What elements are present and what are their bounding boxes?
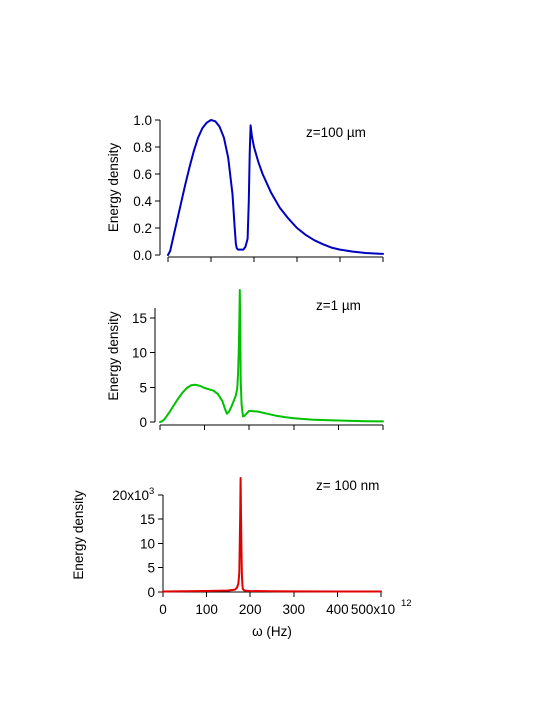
panel-annotation: z=100 µm <box>306 125 366 140</box>
y-tick-label: 0 <box>147 585 155 600</box>
y-axis-label: Energy density <box>106 143 121 233</box>
panel-annotation: z=1 µm <box>316 298 361 313</box>
x-tick-label: 0 <box>159 602 167 617</box>
y-tick-label: 0 <box>139 415 147 430</box>
y-tick-label: 20x10 <box>112 488 149 503</box>
panel-1: 0.0 0.2 0.4 0.6 0.8 1.0 Energy density z=100 µm <box>106 113 384 263</box>
x-axis-label: ω (Hz) <box>252 624 292 639</box>
y-tick-label: 10 <box>132 346 147 361</box>
y-tick-exponent: 3 <box>149 486 154 497</box>
y-tick-label: 1.0 <box>133 113 152 128</box>
series-line <box>162 477 382 593</box>
y-tick-label: 5 <box>147 561 155 576</box>
y-tick-label: 0.8 <box>133 140 152 155</box>
y-tick-label: 0.4 <box>133 194 152 209</box>
x-tick-label: 400 <box>326 602 349 617</box>
x-tick-label: 300 <box>283 602 306 617</box>
x-tick-label: 500x10 <box>351 602 395 617</box>
y-tick-label: 0.2 <box>133 221 152 236</box>
y-tick-label: 15 <box>140 512 155 527</box>
series-line <box>159 289 384 423</box>
x-tick-label: 100 <box>195 602 218 617</box>
y-tick-label: 15 <box>132 311 147 326</box>
panel-3: 0 5 10 15 20x10 3 0 100 200 300 400 500x10 12 Energy … <box>71 477 412 639</box>
series-line <box>167 119 384 256</box>
panel-2: 0 5 10 15 Energy density z=1 µm <box>106 289 384 430</box>
y-tick-label: 5 <box>139 380 147 395</box>
x-tick-label: 200 <box>239 602 262 617</box>
x-tick-exponent: 12 <box>401 598 412 609</box>
panel-annotation: z= 100 nm <box>316 478 379 493</box>
y-tick-label: 10 <box>140 536 155 551</box>
y-axis-label: Energy density <box>71 490 86 580</box>
y-tick-label: 0.6 <box>133 167 152 182</box>
y-tick-label: 0.0 <box>133 248 152 263</box>
y-axis-label: Energy density <box>106 311 121 401</box>
